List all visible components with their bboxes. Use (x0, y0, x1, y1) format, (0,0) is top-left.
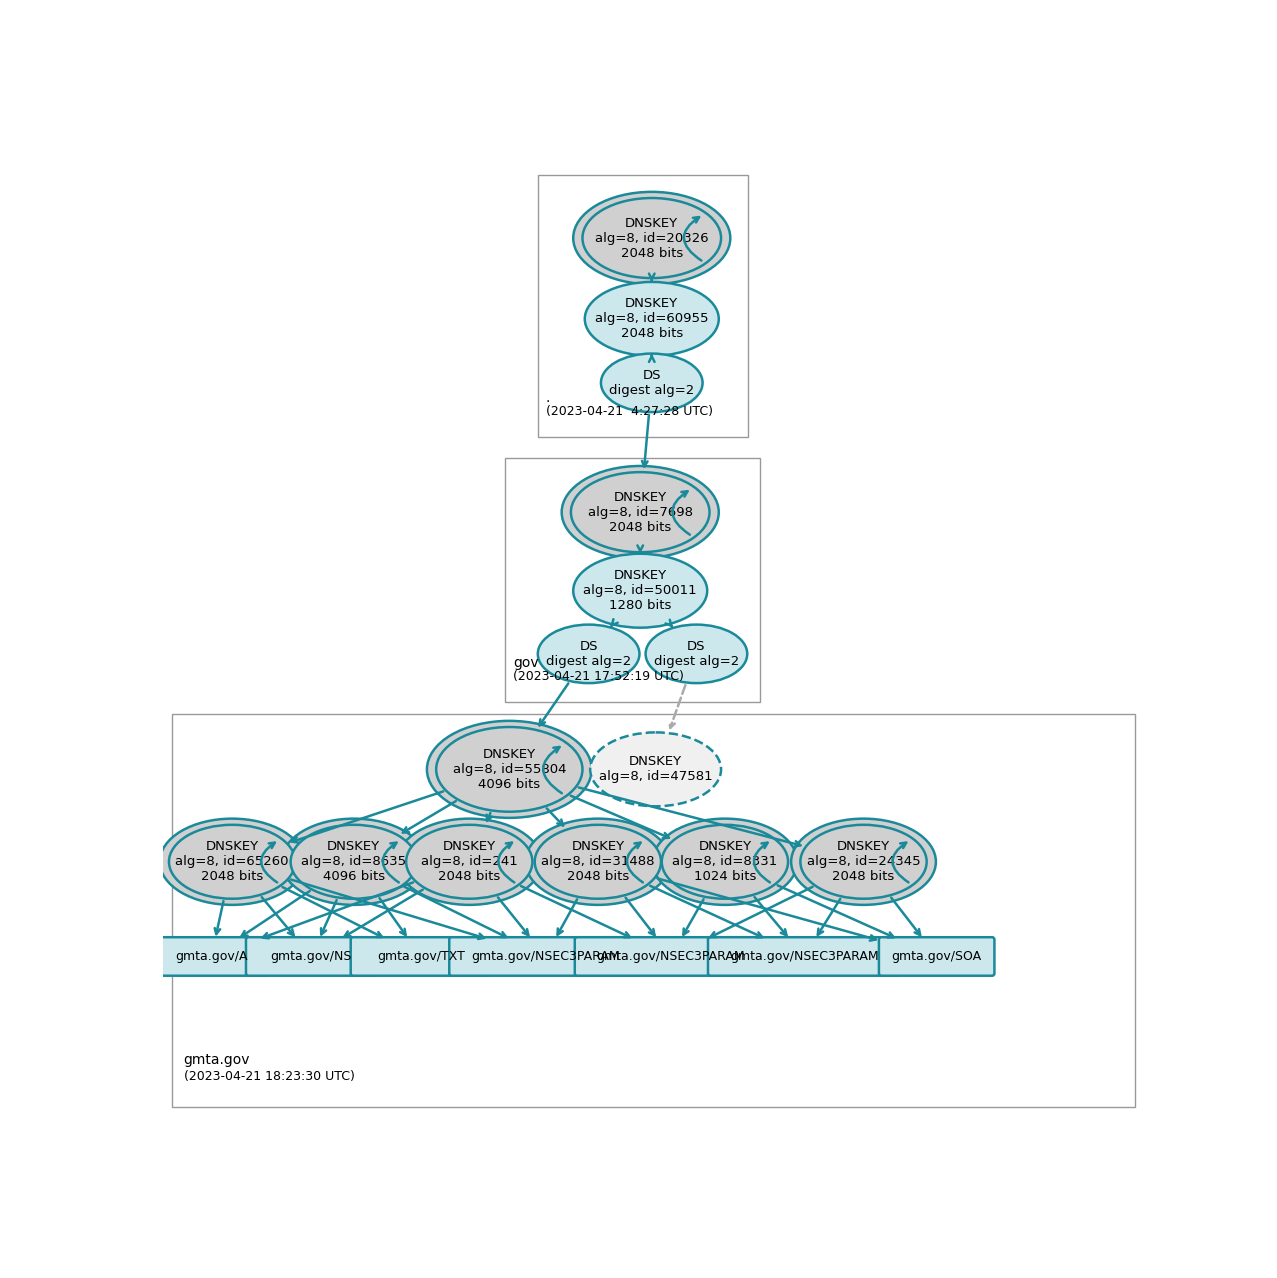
Text: gmta.gov/SOA: gmta.gov/SOA (891, 950, 982, 962)
Bar (172, 714, 1134, 1107)
Ellipse shape (590, 732, 722, 806)
Ellipse shape (653, 819, 797, 905)
Ellipse shape (601, 354, 702, 412)
Ellipse shape (291, 824, 416, 898)
Ellipse shape (582, 198, 722, 279)
Text: DNSKEY
alg=8, id=31488
2048 bits: DNSKEY alg=8, id=31488 2048 bits (541, 840, 655, 883)
Text: (2023-04-21  4:27:28 UTC): (2023-04-21 4:27:28 UTC) (545, 405, 713, 418)
Text: (2023-04-21 18:23:30 UTC): (2023-04-21 18:23:30 UTC) (184, 1070, 355, 1082)
Text: DNSKEY
alg=8, id=55804
4096 bits: DNSKEY alg=8, id=55804 4096 bits (452, 748, 566, 791)
Text: .: . (545, 391, 550, 405)
Ellipse shape (801, 824, 927, 898)
Ellipse shape (427, 721, 591, 818)
Ellipse shape (573, 553, 707, 627)
Ellipse shape (562, 466, 719, 558)
Text: gmta.gov/A: gmta.gov/A (175, 950, 248, 962)
Text: gmta.gov: gmta.gov (184, 1053, 250, 1067)
FancyBboxPatch shape (707, 937, 900, 975)
Ellipse shape (792, 819, 936, 905)
Text: DNSKEY
alg=8, id=24345
2048 bits: DNSKEY alg=8, id=24345 2048 bits (807, 840, 921, 883)
Bar (506, 458, 760, 702)
Text: DNSKEY
alg=8, id=20326
2048 bits: DNSKEY alg=8, id=20326 2048 bits (595, 216, 709, 259)
Text: gmta.gov/NSEC3PARAM: gmta.gov/NSEC3PARAM (730, 950, 879, 962)
Ellipse shape (397, 819, 541, 905)
Text: DNSKEY
alg=8, id=8635
4096 bits: DNSKEY alg=8, id=8635 4096 bits (301, 840, 406, 883)
Text: DNSKEY
alg=8, id=50011
1280 bits: DNSKEY alg=8, id=50011 1280 bits (584, 569, 697, 612)
Text: DNSKEY
alg=8, id=241
2048 bits: DNSKEY alg=8, id=241 2048 bits (421, 840, 517, 883)
Text: DNSKEY
alg=8, id=7698
2048 bits: DNSKEY alg=8, id=7698 2048 bits (587, 491, 692, 534)
Ellipse shape (281, 819, 427, 905)
Text: gov: gov (513, 656, 539, 670)
Text: DNSKEY
alg=8, id=65260
2048 bits: DNSKEY alg=8, id=65260 2048 bits (175, 840, 289, 883)
Text: DNSKEY
alg=8, id=8331
1024 bits: DNSKEY alg=8, id=8331 1024 bits (672, 840, 778, 883)
Ellipse shape (538, 625, 640, 684)
FancyBboxPatch shape (879, 937, 995, 975)
Ellipse shape (406, 824, 533, 898)
Ellipse shape (526, 819, 670, 905)
Text: DS
digest alg=2: DS digest alg=2 (547, 640, 631, 668)
Ellipse shape (169, 824, 295, 898)
Ellipse shape (573, 192, 730, 284)
Text: gmta.gov/TXT: gmta.gov/TXT (377, 950, 465, 962)
FancyBboxPatch shape (450, 937, 642, 975)
Text: gmta.gov/NSEC3PARAM: gmta.gov/NSEC3PARAM (596, 950, 746, 962)
Ellipse shape (585, 282, 719, 355)
Ellipse shape (535, 824, 661, 898)
Text: DNSKEY
alg=8, id=47581: DNSKEY alg=8, id=47581 (599, 755, 713, 783)
FancyBboxPatch shape (246, 937, 377, 975)
Text: DS
digest alg=2: DS digest alg=2 (654, 640, 739, 668)
Text: gmta.gov/NSEC3PARAM: gmta.gov/NSEC3PARAM (471, 950, 619, 962)
FancyBboxPatch shape (575, 937, 767, 975)
Text: DS
digest alg=2: DS digest alg=2 (609, 369, 695, 397)
Ellipse shape (160, 819, 304, 905)
Text: gmta.gov/NS: gmta.gov/NS (271, 950, 352, 962)
FancyBboxPatch shape (351, 937, 490, 975)
Text: DNSKEY
alg=8, id=60955
2048 bits: DNSKEY alg=8, id=60955 2048 bits (595, 298, 709, 340)
Ellipse shape (661, 824, 788, 898)
Bar (538, 175, 748, 437)
FancyBboxPatch shape (153, 937, 269, 975)
Ellipse shape (646, 625, 747, 684)
Ellipse shape (571, 472, 710, 552)
Ellipse shape (437, 727, 582, 812)
Text: (2023-04-21 17:52:19 UTC): (2023-04-21 17:52:19 UTC) (513, 670, 684, 682)
